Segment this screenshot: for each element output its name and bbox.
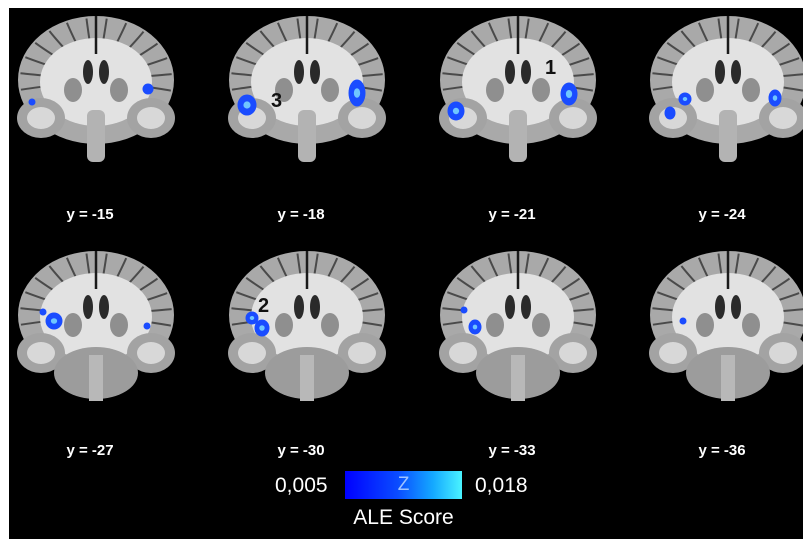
cluster-number-label: 2 <box>258 295 270 317</box>
brain-slice-image <box>649 251 803 401</box>
brain-slice <box>643 10 803 170</box>
brain-slice <box>643 245 803 405</box>
brain-slice <box>11 245 181 405</box>
brain-slice-figure: y = -15 y = -18 y = -21 y = -24 y = -27 … <box>9 8 803 539</box>
brain-slice <box>11 10 181 170</box>
activation-peak <box>353 88 361 98</box>
activation-cluster <box>460 306 468 314</box>
activation-peak <box>452 107 460 115</box>
slice-coordinate-label: y = -27 <box>66 442 114 459</box>
activation-cluster <box>28 98 36 106</box>
brain-slice <box>433 245 603 405</box>
activation-peak <box>249 316 255 320</box>
colorbar-min-label: 0,005 <box>275 474 328 497</box>
brain-slice-image <box>17 251 175 401</box>
activation-peak <box>472 324 478 330</box>
brain-slice-image <box>439 16 597 162</box>
slice-coordinate-label: y = -33 <box>488 442 536 459</box>
activation-cluster <box>143 322 151 330</box>
brain-slice-image <box>439 251 597 401</box>
activation-peak <box>565 90 573 98</box>
slice-coordinate-label: y = -30 <box>277 442 325 459</box>
activation-peak <box>50 318 58 324</box>
slice-coordinate-label: y = -18 <box>277 206 325 223</box>
brain-slice-image <box>17 16 175 162</box>
activation-cluster <box>664 106 676 120</box>
ale-colorbar <box>345 471 462 499</box>
activation-cluster <box>679 317 687 325</box>
brain-slice-image <box>228 16 386 162</box>
brain-slice <box>222 10 392 170</box>
cluster-number-label: 3 <box>271 90 283 112</box>
brain-slice <box>222 245 392 405</box>
slice-coordinate-label: y = -15 <box>66 206 114 223</box>
slice-coordinate-label: y = -21 <box>488 206 536 223</box>
activation-peak <box>243 101 251 109</box>
colorbar-title: ALE Score <box>353 506 454 529</box>
activation-cluster <box>142 83 154 95</box>
activation-peak <box>259 325 265 331</box>
slice-coordinate-label: y = -24 <box>698 206 746 223</box>
colorbar-max-label: 0,018 <box>475 474 528 497</box>
cluster-number-label: 1 <box>545 57 557 79</box>
activation-peak <box>682 97 688 101</box>
slice-coordinate-label: y = -36 <box>698 442 746 459</box>
activation-cluster <box>39 308 47 316</box>
activation-peak <box>772 95 778 101</box>
brain-slice <box>433 10 603 170</box>
brain-slice-image <box>228 251 386 401</box>
colorbar-z-label: Z <box>397 474 410 495</box>
brain-slice-image <box>649 16 803 162</box>
